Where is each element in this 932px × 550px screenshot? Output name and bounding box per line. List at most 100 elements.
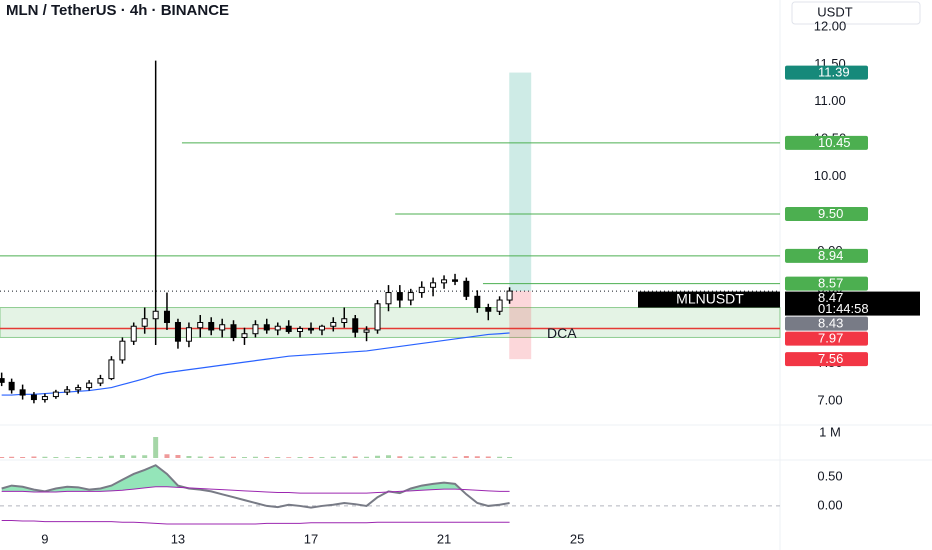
volume-bar (241, 457, 247, 458)
last-price-symbol-box (638, 291, 780, 308)
candle-body (64, 389, 71, 393)
y-tick-label: 10.00 (814, 168, 847, 183)
volume-bar (375, 455, 381, 458)
candle-body (363, 329, 370, 333)
last-price: 8.47 (818, 290, 843, 305)
position-target (509, 72, 532, 292)
position-stop (509, 291, 532, 360)
x-tick-label: 9 (41, 531, 48, 546)
candle-body (97, 378, 104, 384)
volume-bar (142, 455, 148, 458)
volume-bar (9, 456, 15, 458)
volume-bar (430, 456, 436, 458)
volume-bar (219, 456, 225, 458)
candle-body (174, 321, 181, 342)
candle-body (452, 279, 459, 282)
volume-bar (197, 456, 203, 458)
candle-body (352, 318, 359, 333)
volume-bar (208, 456, 214, 458)
osc-tick-label: 0.50 (817, 468, 842, 483)
candle-body (108, 359, 115, 380)
candle-body (285, 325, 292, 332)
candle-body (463, 280, 470, 297)
price-label-box (785, 331, 868, 346)
volume-bar (364, 456, 370, 458)
moving-average (1, 332, 510, 396)
volume-bar (252, 456, 258, 458)
volume-bar (286, 457, 292, 458)
y-tick-label: 12.00 (814, 18, 847, 33)
volume-bar (485, 456, 491, 458)
last-price-symbol: MLNUSDT (676, 290, 744, 306)
x-tick-label: 17 (304, 531, 318, 546)
volume-bar (108, 455, 114, 458)
volume-bar (419, 456, 425, 458)
volume-bar (397, 456, 403, 458)
volume-bar (408, 456, 414, 458)
volume-bar (42, 456, 48, 458)
volume-bar (330, 456, 336, 458)
candle-body (86, 382, 93, 389)
candle-body (141, 318, 148, 327)
candle-body (119, 340, 126, 361)
volume-bar (153, 437, 159, 458)
price-label-box (785, 276, 868, 291)
price-label: 7.97 (818, 331, 843, 346)
candle-body (318, 325, 325, 331)
candle-body (241, 333, 248, 338)
volume-bar (131, 455, 137, 458)
price-label-box (785, 352, 868, 367)
volume-bar (275, 457, 281, 458)
candle-body (374, 303, 381, 331)
candle-body (252, 324, 259, 335)
y-tick-label: 11.00 (814, 93, 846, 108)
volume-bar (297, 457, 303, 458)
candle-body (219, 324, 226, 331)
volume-bar (308, 457, 314, 458)
candle-body (407, 292, 414, 301)
candle-body (330, 321, 337, 327)
volume-bar (352, 456, 358, 458)
x-tick-label: 25 (570, 531, 584, 546)
candle-body (441, 279, 448, 284)
price-label: 7.56 (818, 351, 843, 366)
price-label: 8.57 (818, 276, 843, 291)
volume-bar (75, 457, 81, 458)
candle-body (19, 389, 26, 396)
volume-bar (497, 456, 503, 458)
volume-bar (264, 457, 270, 458)
candle-body (274, 325, 281, 331)
volume-bar (119, 455, 125, 458)
countdown: 01:44:58 (818, 301, 869, 316)
price-label-box (785, 316, 868, 331)
price-label-box (785, 135, 868, 150)
band-line (1, 486, 510, 494)
candle-body (385, 292, 392, 305)
currency: USDT (817, 4, 852, 19)
volume-bar (31, 456, 37, 458)
candle-body (506, 290, 513, 301)
volume-bar (186, 456, 192, 458)
candle-body (208, 321, 215, 331)
volume-bar (86, 457, 92, 458)
candle-body (263, 324, 270, 331)
dca-label: DCA (547, 325, 577, 341)
volume-bar (164, 454, 170, 458)
volume-bar (386, 455, 392, 458)
currency-box (791, 1, 921, 25)
chart-title: MLN / TetherUS · 4h · BINANCE (6, 2, 229, 19)
candle-body (75, 387, 82, 391)
osc-tick-label: 0.00 (817, 497, 842, 512)
candle-body (430, 282, 437, 288)
price-label: 11.39 (818, 65, 850, 80)
candle-body (341, 318, 348, 323)
volume-bar (474, 456, 480, 458)
volume-bar (507, 457, 513, 458)
candle-body (496, 299, 503, 312)
volume-tick-label: 1 M (819, 424, 841, 439)
price-label: 9.50 (818, 206, 843, 221)
candle-body (485, 307, 492, 312)
candle-body (41, 396, 48, 401)
volume-bar (97, 456, 103, 458)
